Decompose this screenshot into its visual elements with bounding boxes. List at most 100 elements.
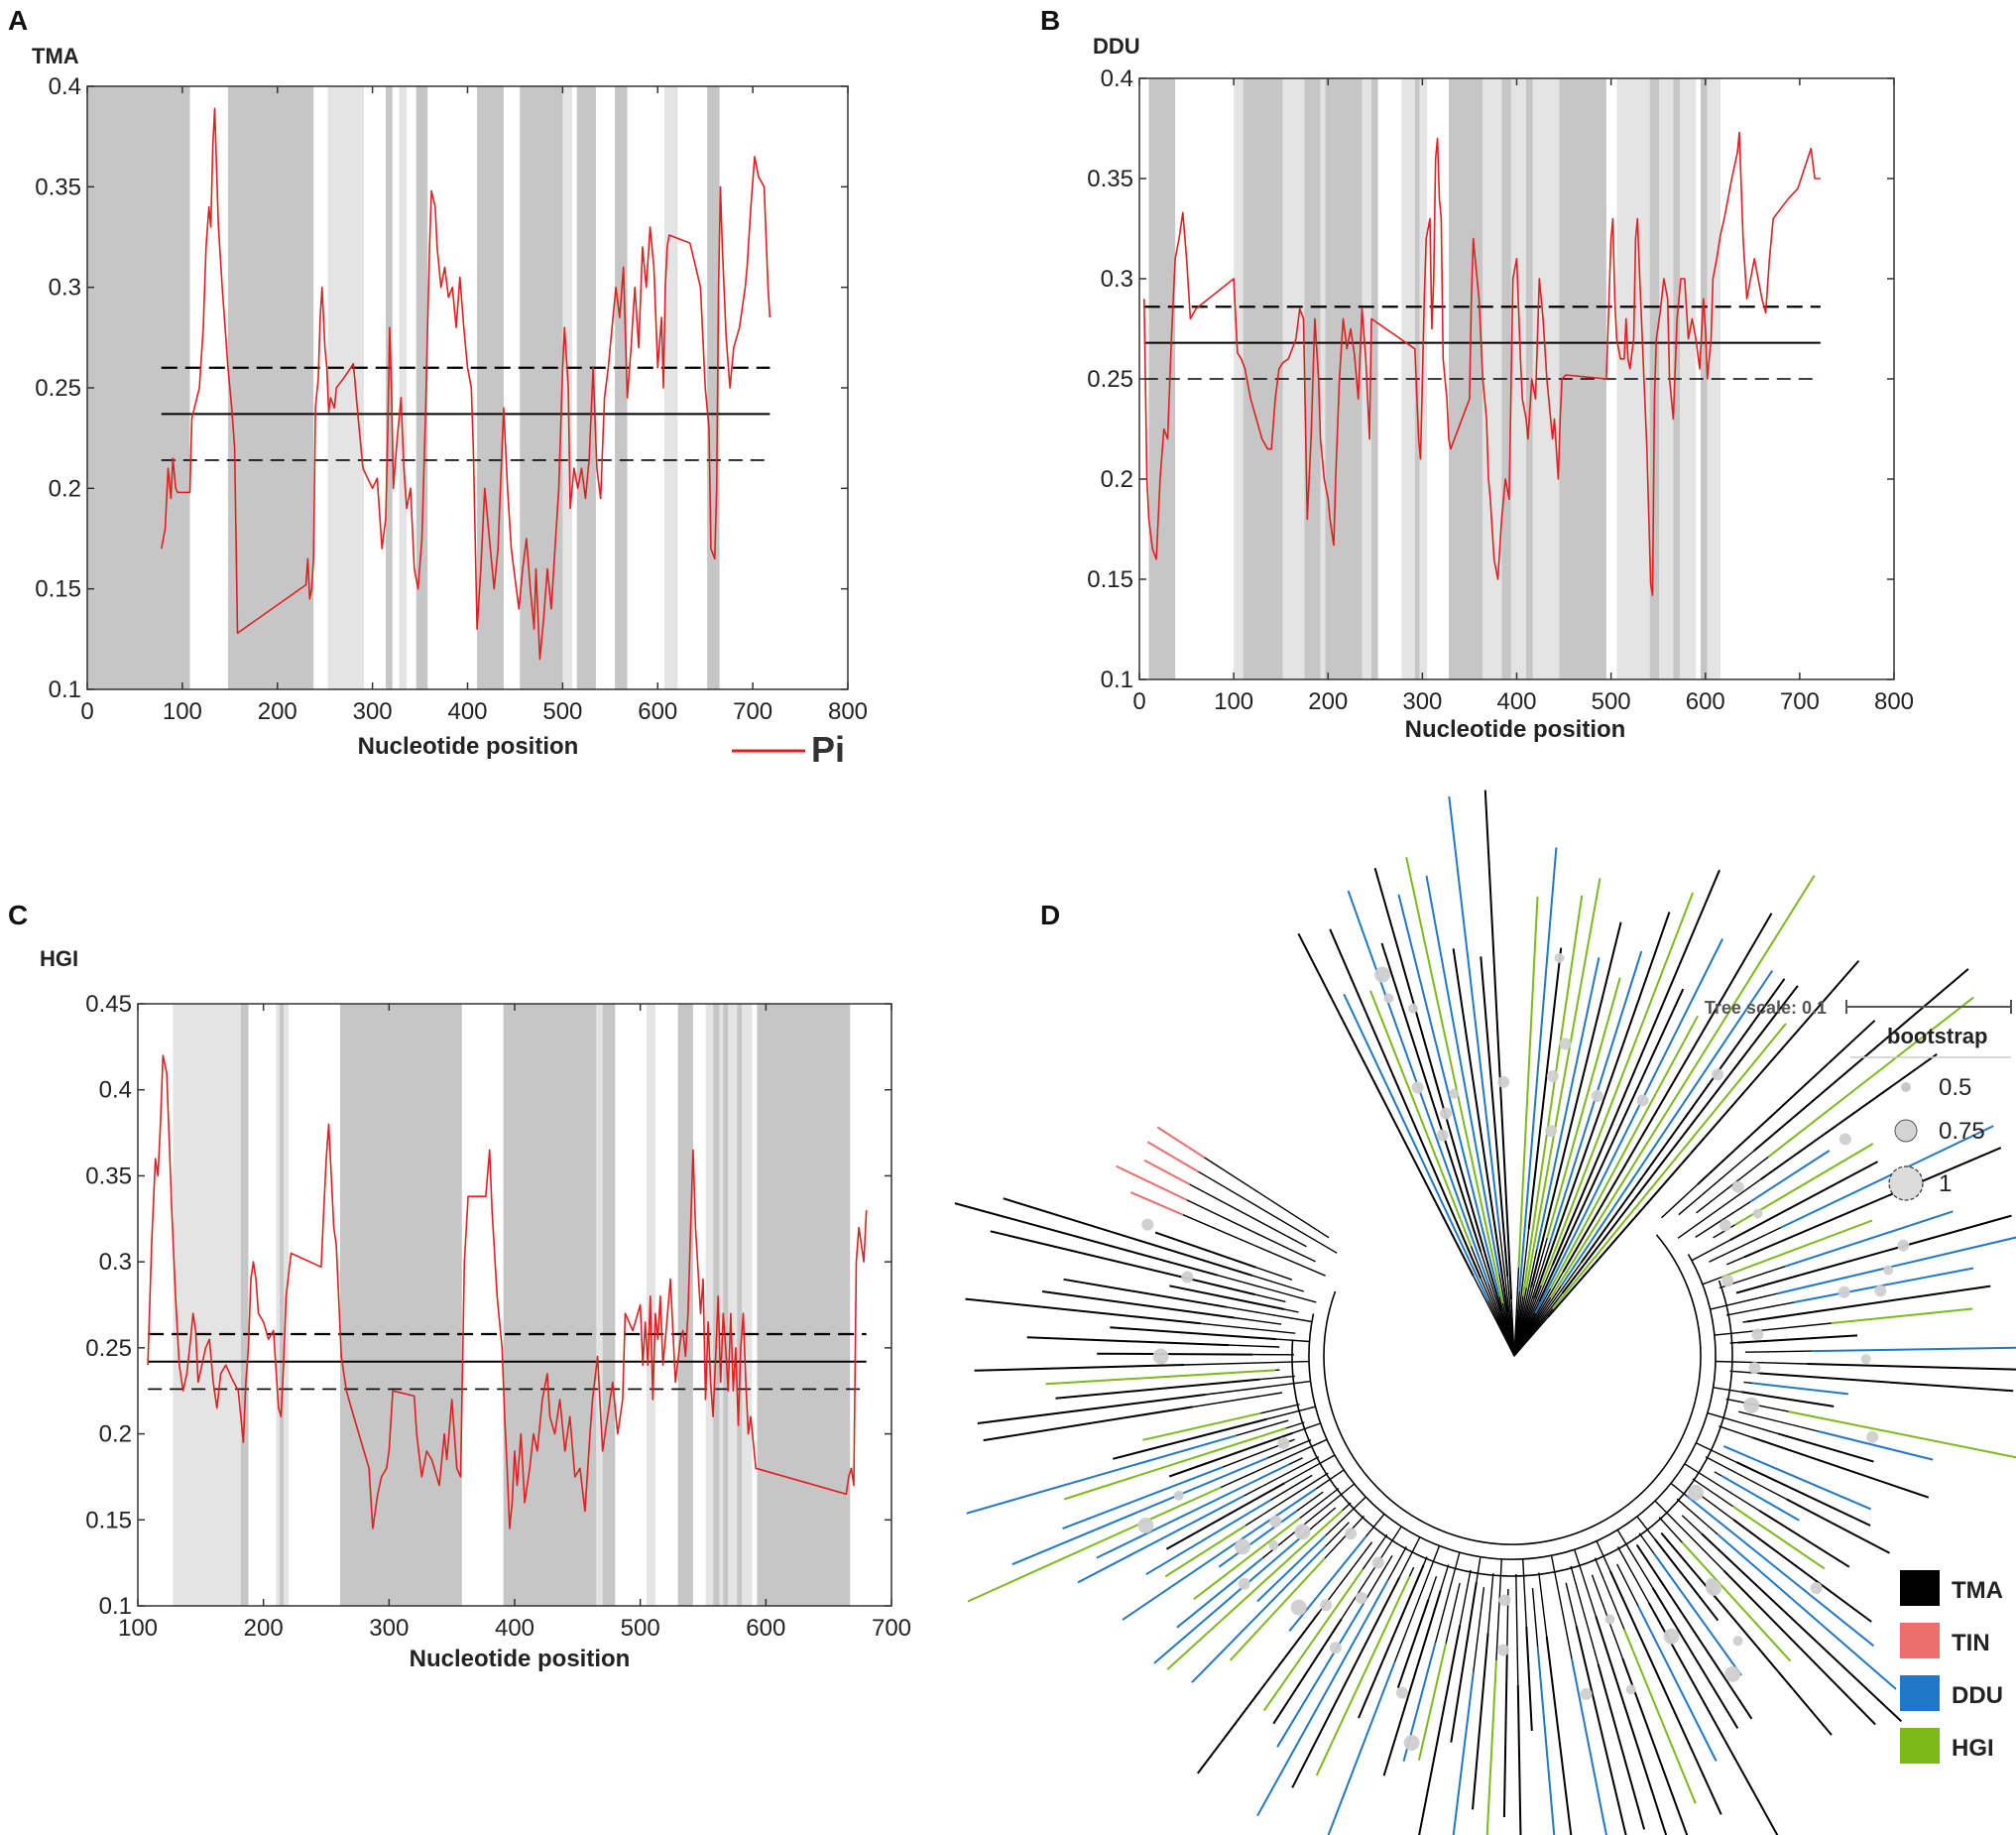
- tree-internal-branch: [1692, 1478, 1733, 1508]
- tree-leaf-branch: [1746, 1284, 1991, 1323]
- tree-internal-arc: [1308, 1254, 1717, 1560]
- tree-internal-branch: [1205, 1380, 1311, 1396]
- tree-leaf-branch: [1575, 1625, 1627, 1835]
- tree-leaf-branch: [1062, 1466, 1223, 1530]
- tree-internal-branch: [1574, 1548, 1597, 1617]
- tree-leaf-branch: [1701, 1532, 1903, 1723]
- tree-leaf-branch: [1546, 977, 1621, 1239]
- y-tick-label: 0.35: [85, 1162, 132, 1189]
- tree-internal-branch: [1386, 1546, 1407, 1581]
- bootstrap-circle-large: [1888, 1165, 1924, 1201]
- bootstrap-dot: [1497, 1075, 1510, 1088]
- tree-leaf-branch: [1041, 1290, 1235, 1319]
- tree-internal-branch: [1440, 1564, 1450, 1591]
- tree-internal-branch: [1565, 1582, 1578, 1627]
- tree-leaf-branch: [1525, 878, 1601, 1288]
- tree-leaf-branch: [1777, 1432, 1874, 1463]
- tree-leaf-branch: [1831, 1307, 1973, 1324]
- panel-b-plot: 0.1 0.15 0.2 0.25 0.3 0.35 0.4 0 100 200 300 400 500…: [1087, 65, 1914, 743]
- tree-leaf-branch: [1651, 1587, 1739, 1729]
- tree-internal-branch: [1596, 1540, 1611, 1572]
- panel-d: D Tree scale: 0.1 bootstrap 0.5 0.75 1 T…: [954, 790, 2016, 1835]
- panel-b-title: DDU: [1093, 34, 1140, 59]
- tree-leaf-branch: [1732, 1519, 1872, 1623]
- conserved-region-dark: [615, 86, 628, 689]
- legend-swatch-tma: [1900, 1570, 1940, 1606]
- tree-leaf-branch: [1749, 1150, 1831, 1203]
- tree-internal-branch: [1510, 1299, 1515, 1357]
- tree-leaf-branch: [977, 1394, 1206, 1424]
- y-tick-label: 0.3: [1101, 266, 1133, 293]
- tree-internal-arc: [1291, 1280, 1733, 1577]
- tree-internal-branch: [1670, 1482, 1688, 1497]
- tree-leaf-branch: [1635, 1543, 1753, 1720]
- conserved-region-dark: [477, 86, 504, 689]
- y-tick-label: 0.1: [49, 676, 81, 703]
- tree-leaf-branch: [1720, 1474, 1800, 1522]
- tree-internal-branch: [1594, 1557, 1625, 1630]
- tree-internal-branch: [1267, 1439, 1312, 1459]
- tree-leaf-branch: [1502, 1650, 1508, 1818]
- conserved-region-light: [1282, 78, 1305, 679]
- tree-internal-branch: [1710, 1292, 1779, 1310]
- bootstrap-dot: [1838, 1285, 1850, 1298]
- x-axis-label: Nucleotide position: [410, 1646, 631, 1672]
- bootstrap-dot: [1663, 1628, 1680, 1645]
- tree-leaf-branch: [967, 1486, 1222, 1603]
- y-tick-label: 0.2: [99, 1421, 132, 1448]
- tree-leaf-branch: [1560, 969, 1774, 1287]
- bootstrap-dot: [1403, 1735, 1420, 1751]
- bootstrap-dot: [1320, 1599, 1333, 1612]
- panel-b-letter: B: [1040, 5, 1060, 36]
- bootstrap-value-2: 1: [1939, 1170, 1952, 1197]
- conserved-region-dark: [520, 86, 563, 689]
- tree-leaf-branch: [1654, 1538, 1720, 1622]
- tree-internal-branch: [1515, 1573, 1519, 1685]
- bootstrap-dot: [1440, 1107, 1452, 1120]
- tree-leaf-branch: [1818, 1430, 1934, 1461]
- tree-internal-branch: [1288, 1457, 1303, 1466]
- tree-leaf-branch: [1759, 1052, 1938, 1180]
- tree-internal-branch: [1702, 1276, 1722, 1285]
- tree-leaf-branch: [1315, 1575, 1411, 1776]
- tree-leaf-branch: [1166, 1510, 1344, 1670]
- tree-internal-branch: [1476, 1556, 1482, 1583]
- tree-internal-branch: [1422, 1556, 1428, 1565]
- tree-internal-branch: [1636, 1516, 1656, 1540]
- x-tick-label: 100: [118, 1615, 158, 1642]
- pi-line: [161, 107, 771, 661]
- conserved-region-dark: [1526, 78, 1533, 679]
- tree-internal-branch: [1677, 1178, 1761, 1239]
- conserved-region-dark: [723, 1004, 729, 1606]
- tree-internal-branch: [1713, 1387, 1742, 1393]
- tree-leaf-branch: [1380, 942, 1482, 1253]
- tree-leaf-branch: [1129, 1191, 1184, 1216]
- tree-leaf-branch: [1418, 1625, 1462, 1835]
- y-tick-label: 0.35: [35, 174, 81, 200]
- tree-internal-branch: [1393, 1545, 1441, 1662]
- bootstrap-value-0: 0.5: [1939, 1074, 1971, 1101]
- tree-internal-branch: [1459, 1569, 1472, 1626]
- tree-scale-label: Tree scale: 0.1: [1705, 998, 1827, 1018]
- tree-leaf-branch: [1480, 956, 1509, 1278]
- bootstrap-dot: [1152, 1348, 1169, 1365]
- tree-internal-branch: [1725, 1256, 1745, 1266]
- tree-leaf-branch: [1110, 1326, 1277, 1341]
- bootstrap-dot: [1731, 1180, 1744, 1193]
- tree-internal-branch: [1342, 1502, 1352, 1512]
- bootstrap-dot: [1408, 1003, 1418, 1014]
- tree-internal-branch: [1486, 1573, 1494, 1634]
- tree-internal-branch: [1678, 1150, 1755, 1216]
- tree-leaf-branch: [1807, 1363, 2016, 1371]
- tree-leaf-branch: [1452, 948, 1509, 1313]
- tree-internal-branch: [1315, 1469, 1345, 1490]
- x-tick-label: 500: [1592, 688, 1631, 715]
- x-tick-label: 700: [1780, 688, 1820, 715]
- tree-internal-branch: [1204, 1157, 1330, 1239]
- panel-d-letter: D: [1040, 900, 1060, 930]
- bootstrap-dot: [1897, 1239, 1910, 1252]
- tree-internal-branch: [1226, 1306, 1313, 1323]
- tree-leaf-branch: [1154, 1231, 1256, 1269]
- conserved-region-dark: [339, 1004, 462, 1606]
- tree-leaf-branch: [1373, 867, 1503, 1312]
